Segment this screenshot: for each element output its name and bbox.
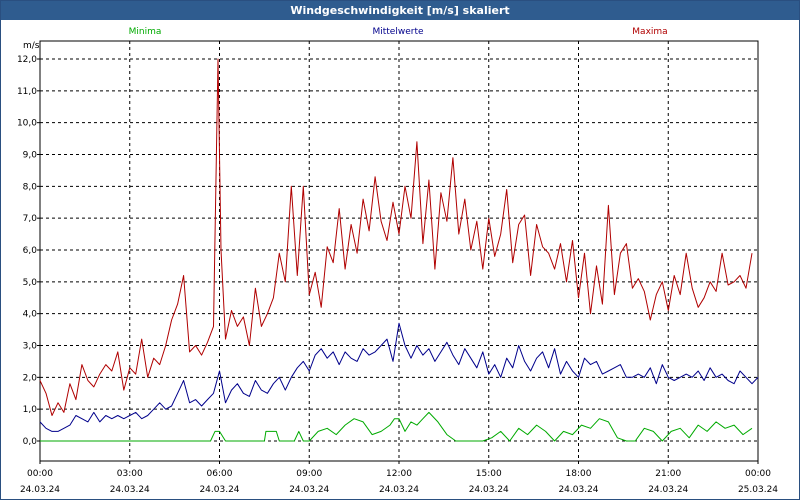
legend-minima: Minima: [129, 27, 162, 37]
x-tick-time-label: 00:00: [27, 469, 53, 479]
y-tick-label: 2,0: [23, 373, 38, 383]
y-tick-label: 12,0: [17, 55, 37, 65]
x-tick-date-label: 25.03.24: [738, 485, 778, 495]
y-tick-label: 3,0: [23, 342, 38, 352]
y-tick-label: 5,0: [23, 278, 38, 288]
x-tick-date-label: 24.03.24: [379, 485, 419, 495]
x-tick-date-label: 24.03.24: [648, 485, 688, 495]
y-axis-ticks: 0,0 1,0 2,0 3,0 4,0 5,0 6,0 7,0 8,0 9,0 10,0 11,0 12…: [17, 55, 40, 447]
y-tick-label: 0,0: [23, 437, 38, 447]
y-tick-label: 8,0: [23, 182, 38, 192]
series-line-mittelwerte: [39, 322, 759, 432]
x-tick-time-label: 03:00: [117, 469, 143, 479]
x-axis-ticks: 00:00 24.03.24 03:00 24.03.24 06:00 24.03.24 0…: [20, 461, 778, 495]
x-tick-time-label: 12:00: [386, 469, 412, 479]
x-tick-time-label: 21:00: [655, 469, 681, 479]
x-tick-date-label: 24.03.24: [199, 485, 239, 495]
x-tick-date-label: 24.03.24: [20, 485, 60, 495]
data-series: [39, 58, 759, 442]
x-tick-time-label: 15:00: [476, 469, 502, 479]
chart-title: Windgeschwindigkeit [m/s] skaliert: [1, 1, 799, 20]
grid-lines: [40, 41, 758, 461]
y-tick-label: 9,0: [23, 151, 38, 161]
series-line-minima: [40, 411, 753, 442]
x-tick-time-label: 00:00: [745, 469, 771, 479]
series-line-maxima: [39, 58, 753, 416]
x-tick-time-label: 18:00: [566, 469, 592, 479]
x-tick-date-label: 24.03.24: [558, 485, 598, 495]
legend-mittelwerte: Mittelwerte: [372, 27, 423, 37]
y-tick-label: 6,0: [23, 246, 38, 256]
y-tick-label: 4,0: [23, 310, 38, 320]
x-tick-time-label: 09:00: [296, 469, 322, 479]
legend-maxima: Maxima: [632, 27, 667, 37]
y-axis-unit-label: m/s: [23, 41, 40, 51]
y-tick-label: 7,0: [23, 214, 38, 224]
y-tick-label: 10,0: [17, 119, 37, 129]
y-tick-label: 11,0: [17, 87, 37, 97]
y-tick-label: 1,0: [23, 405, 38, 415]
x-tick-date-label: 24.03.24: [469, 485, 509, 495]
x-tick-time-label: 06:00: [207, 469, 233, 479]
x-tick-date-label: 24.03.24: [110, 485, 150, 495]
x-tick-date-label: 24.03.24: [289, 485, 329, 495]
